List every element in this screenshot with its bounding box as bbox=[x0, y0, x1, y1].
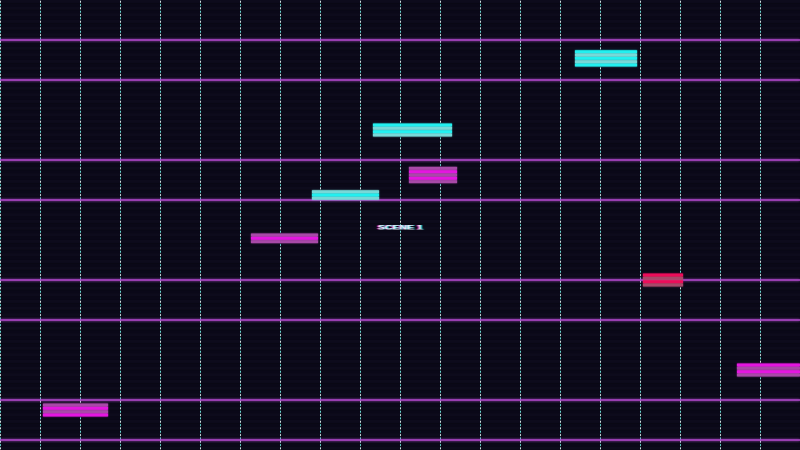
svg-text:SCENE 1: SCENE 1 bbox=[378, 224, 423, 231]
